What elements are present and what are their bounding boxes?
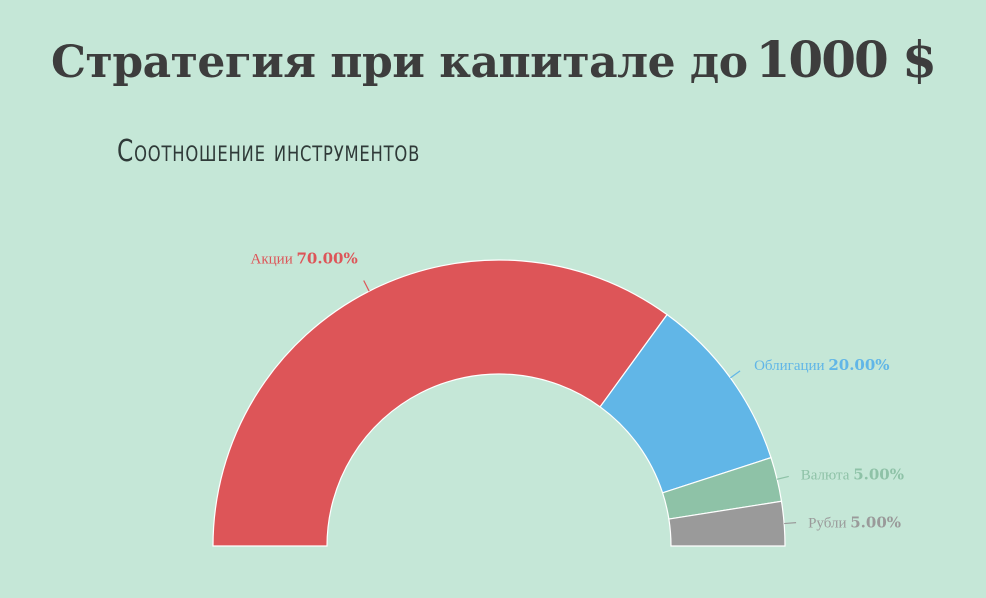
slice-label-value-2: 5.00% bbox=[853, 465, 904, 483]
leader-line-0 bbox=[363, 280, 370, 292]
slice-label-1: Облигации 20.00% bbox=[754, 356, 889, 374]
slice-label-name-3: Рубли bbox=[808, 516, 850, 532]
chart-title: Стратегия при капитале до 1000 $ bbox=[0, 30, 986, 89]
title-amount: 1000 $ bbox=[755, 30, 937, 89]
slice-0 bbox=[212, 259, 668, 547]
slice-label-3: Рубли 5.00% bbox=[808, 514, 901, 532]
chart-subtitle: Соотношение инструментов bbox=[117, 134, 421, 169]
slice-label-value-3: 5.00% bbox=[850, 514, 901, 532]
chart-slices bbox=[212, 259, 786, 547]
title-text: Стратегия при капитале до bbox=[51, 37, 748, 88]
slice-label-name-1: Облигации bbox=[754, 358, 828, 374]
slice-label-2: Валюта 5.00% bbox=[801, 465, 904, 483]
leader-line-1 bbox=[730, 370, 741, 379]
slice-label-0: Акции 70.00% bbox=[251, 249, 358, 267]
leader-line-2 bbox=[776, 475, 789, 480]
slice-label-value-1: 20.00% bbox=[828, 356, 889, 374]
chart-labels: Акции 70.00% Облигации 20.00% Валюта 5.00%… bbox=[251, 249, 904, 531]
leader-line-3 bbox=[784, 522, 797, 525]
slice-label-name-0: Акции bbox=[251, 251, 297, 267]
slice-label-name-2: Валюта bbox=[801, 467, 853, 483]
chart-leader-lines bbox=[363, 280, 797, 525]
slice-3 bbox=[668, 500, 786, 547]
slice-label-value-0: 70.00% bbox=[296, 249, 357, 267]
